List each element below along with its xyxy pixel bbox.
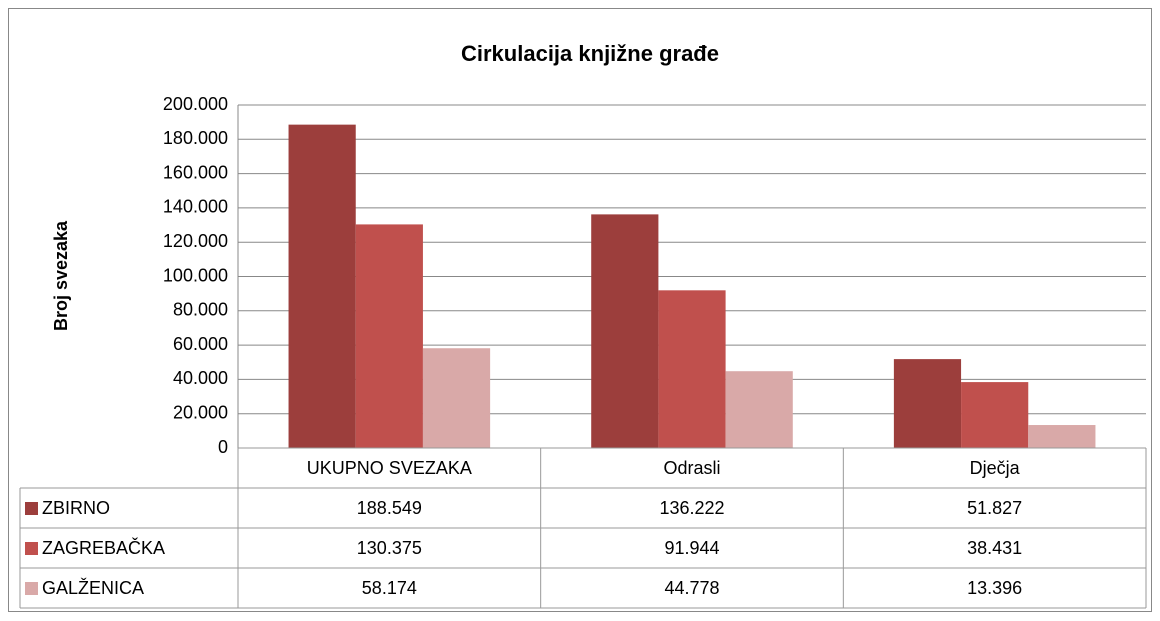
- table-value: 58.174: [362, 578, 417, 598]
- bar: [288, 124, 356, 449]
- y-tick-label: 20.000: [173, 402, 228, 422]
- legend-swatch: [25, 542, 38, 555]
- bar: [355, 224, 423, 448]
- table-value: 38.431: [967, 538, 1022, 558]
- legend-label: GALŽENICA: [42, 578, 144, 598]
- bar: [658, 290, 726, 448]
- legend-label: ZAGREBAČKA: [42, 537, 165, 558]
- table-value: 44.778: [664, 578, 719, 598]
- table-value: 13.396: [967, 578, 1022, 598]
- table-value: 130.375: [357, 538, 422, 558]
- y-tick-label: 200.000: [163, 94, 228, 114]
- y-tick-label: 60.000: [173, 334, 228, 354]
- chart-title: Cirkulacija knjižne građe: [461, 41, 719, 66]
- y-tick-label: 180.000: [163, 128, 228, 148]
- bar: [961, 382, 1029, 448]
- table-value: 136.222: [659, 498, 724, 518]
- legend-label: ZBIRNO: [42, 498, 110, 518]
- bar: [591, 214, 659, 448]
- x-tick-label: Odrasli: [663, 458, 720, 478]
- x-tick-label: UKUPNO SVEZAKA: [307, 458, 472, 478]
- table-value: 91.944: [664, 538, 719, 558]
- table-value: 51.827: [967, 498, 1022, 518]
- y-tick-label: 120.000: [163, 231, 228, 251]
- bar: [1028, 425, 1096, 448]
- bar: [422, 348, 491, 448]
- legend-swatch: [25, 502, 38, 515]
- legend-swatch: [25, 582, 38, 595]
- chart-frame: [8, 8, 1152, 612]
- y-tick-label: 160.000: [163, 162, 228, 182]
- x-tick-label: Dječja: [970, 458, 1021, 478]
- y-tick-label: 40.000: [173, 368, 228, 388]
- bar: [893, 359, 962, 448]
- y-tick-label: 80.000: [173, 300, 228, 320]
- table-value: 188.549: [357, 498, 422, 518]
- y-tick-label: 0: [218, 437, 228, 457]
- y-tick-label: 140.000: [163, 197, 228, 217]
- bar: [725, 371, 793, 448]
- y-tick-label: 100.000: [163, 265, 228, 285]
- y-axis-label: Broj svezaka: [51, 220, 71, 331]
